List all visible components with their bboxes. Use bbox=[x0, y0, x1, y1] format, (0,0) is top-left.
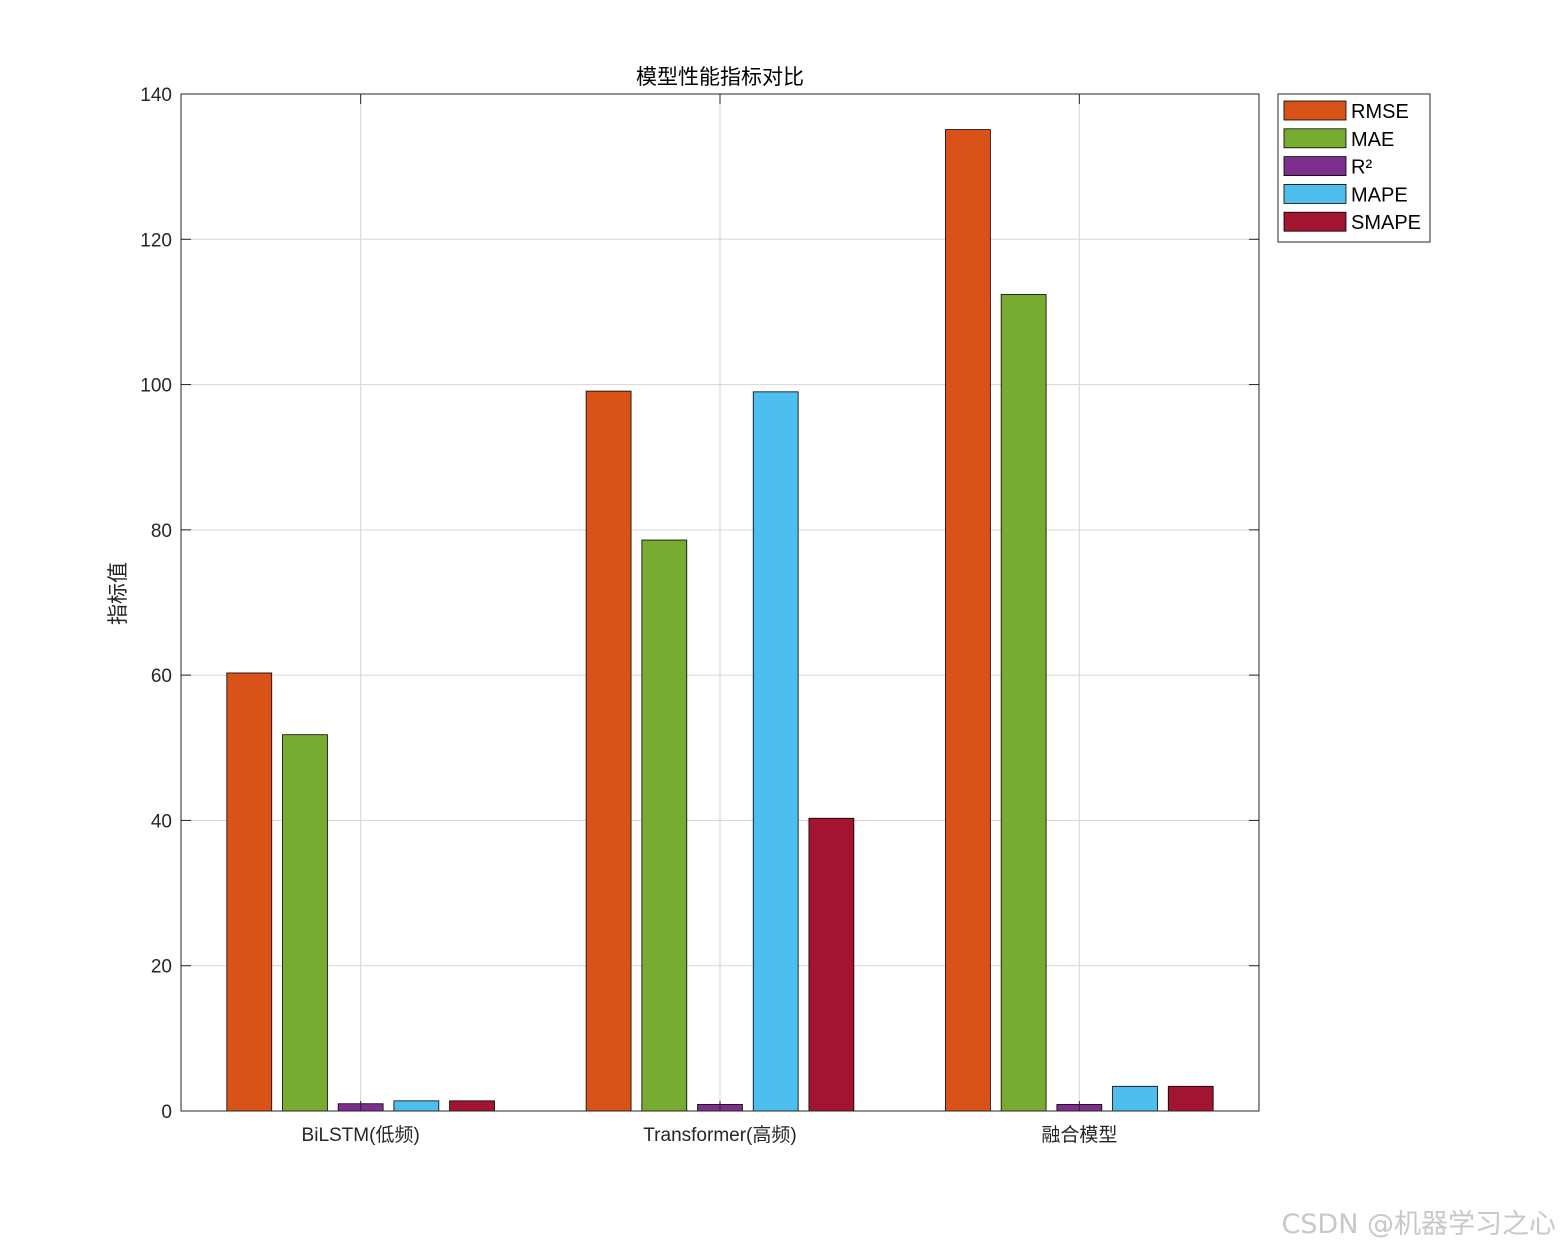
grid-lines bbox=[181, 93, 1259, 1112]
bar bbox=[641, 539, 688, 1112]
legend-label: SMAPE bbox=[1351, 212, 1421, 234]
bar bbox=[752, 391, 799, 1112]
bar bbox=[1112, 1085, 1158, 1112]
legend-label: RMSE bbox=[1351, 101, 1409, 123]
x-tick-label: BiLSTM(低频) bbox=[302, 1124, 420, 1146]
y-axis-label: 指标值 bbox=[106, 562, 130, 625]
legend-label: MAE bbox=[1351, 129, 1394, 151]
y-tick-labels: 0 20 40 60 80 100 120 140 bbox=[140, 85, 172, 1123]
y-tick-label: 60 bbox=[151, 666, 172, 687]
chart-title: 模型性能指标对比 bbox=[636, 65, 804, 89]
bars bbox=[226, 129, 1214, 1112]
bar bbox=[1000, 294, 1047, 1112]
legend-swatch bbox=[1283, 156, 1347, 177]
x-tick-labels: BiLSTM(低频) Transformer(高频) 融合模型 bbox=[302, 1124, 1118, 1146]
legend-swatch bbox=[1283, 100, 1347, 121]
legend-label: MAPE bbox=[1351, 184, 1408, 206]
y-tick-label: 20 bbox=[151, 957, 172, 978]
x-tick-label: 融合模型 bbox=[1041, 1124, 1117, 1146]
y-tick-label: 100 bbox=[140, 376, 172, 397]
bar bbox=[808, 817, 855, 1112]
y-tick-label: 140 bbox=[140, 85, 172, 106]
bar bbox=[449, 1100, 495, 1112]
tick-marks bbox=[181, 93, 1259, 1112]
y-tick-label: 0 bbox=[161, 1102, 172, 1123]
watermark: CSDN @机器学习之心 bbox=[1281, 1209, 1556, 1240]
legend-swatch bbox=[1283, 211, 1347, 232]
bar bbox=[393, 1100, 440, 1112]
legend-swatch bbox=[1283, 128, 1347, 149]
y-tick-label: 80 bbox=[151, 521, 172, 542]
bar bbox=[282, 734, 328, 1112]
legend-swatch bbox=[1283, 183, 1347, 204]
y-tick-label: 120 bbox=[140, 230, 172, 251]
bar bbox=[945, 129, 991, 1112]
legend-label: R² bbox=[1351, 157, 1372, 179]
bar bbox=[585, 390, 632, 1112]
bar bbox=[1167, 1085, 1214, 1112]
bar bbox=[226, 672, 273, 1112]
y-tick-label: 40 bbox=[151, 811, 172, 832]
legend: RMSE MAE R² MAPE SMAPE bbox=[1277, 93, 1431, 243]
x-tick-label: Transformer(高频) bbox=[643, 1124, 796, 1146]
